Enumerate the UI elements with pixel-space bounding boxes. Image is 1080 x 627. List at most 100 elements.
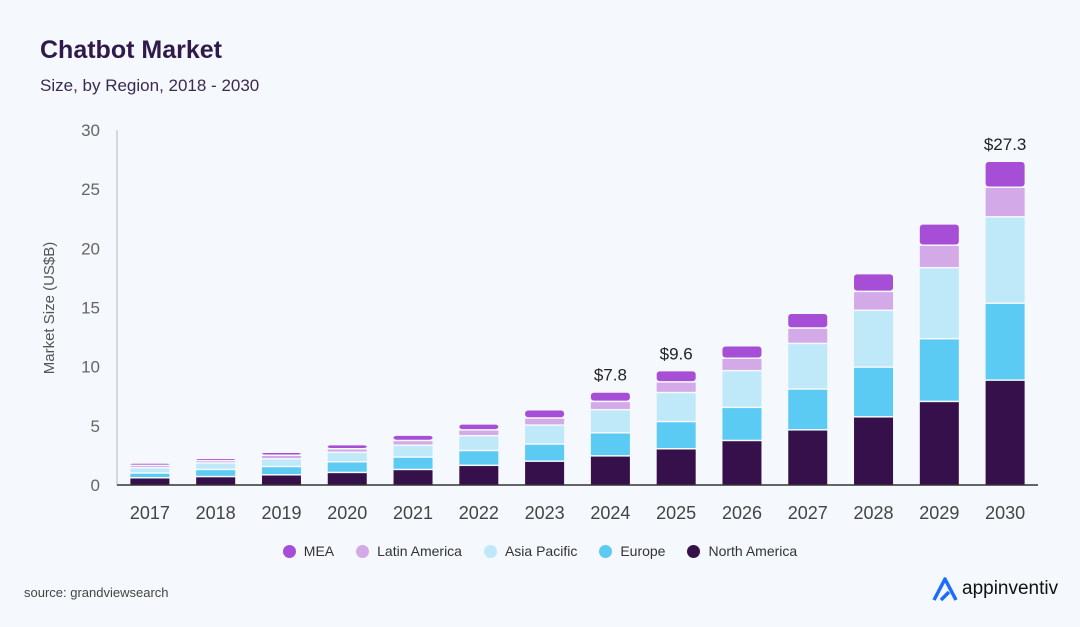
y-tick-label: 15 — [81, 299, 100, 318]
appinventiv-logo: appinventiv — [932, 577, 1058, 601]
bar-segment-mea — [130, 463, 170, 465]
y-tick-label: 10 — [81, 358, 100, 377]
bar-segment-asia-pacific — [196, 463, 236, 469]
legend-item: Asia Pacific — [483, 543, 577, 559]
chart-title: Chatbot Market — [40, 36, 222, 64]
legend-swatch — [599, 544, 613, 558]
bar-segment-asia-pacific — [393, 445, 433, 457]
data-label: $7.8 — [594, 366, 627, 385]
legend-label: Latin America — [377, 543, 462, 559]
bar-segment-asia-pacific — [590, 410, 630, 433]
source-text: source: grandviewsearch — [24, 585, 169, 600]
bar-segment-north-america — [261, 475, 301, 485]
bar-segment-mea — [261, 453, 301, 455]
bar-segment-latin-america — [130, 466, 170, 467]
x-tick-label: 2019 — [261, 503, 301, 523]
chart-subtitle: Size, by Region, 2018 - 2030 — [40, 76, 260, 95]
legend-label: MEA — [303, 543, 335, 559]
legend-label: North America — [708, 543, 798, 559]
bar-segment-europe — [656, 422, 696, 448]
bar-segment-mea — [788, 314, 828, 328]
y-tick-label: 25 — [81, 180, 100, 199]
data-label: $27.3 — [984, 135, 1027, 154]
bar-segment-europe — [590, 433, 630, 456]
bar-segment-latin-america — [722, 358, 762, 370]
bar-segment-asia-pacific — [525, 425, 565, 444]
bar-segment-europe — [854, 367, 894, 417]
bar-segment-north-america — [393, 470, 433, 485]
x-tick-label: 2018 — [196, 503, 236, 523]
bar-segment-europe — [525, 444, 565, 461]
bar-segment-europe — [919, 339, 959, 401]
bar-segment-latin-america — [788, 328, 828, 343]
y-axis-label: Market Size (US$B) — [41, 242, 58, 375]
legend-label: Europe — [620, 543, 666, 559]
bar-segment-europe — [722, 408, 762, 440]
bar-segment-north-america — [130, 478, 170, 485]
bar-segment-north-america — [327, 473, 367, 485]
logo-text: appinventiv — [962, 578, 1059, 599]
bar-segment-mea — [525, 410, 565, 418]
bar-segment-europe — [130, 473, 170, 477]
legend-swatch — [483, 544, 497, 558]
bar-segment-latin-america — [656, 382, 696, 392]
bar-segment-north-america — [722, 441, 762, 485]
x-tick-label: 2026 — [722, 503, 762, 523]
bar-segment-latin-america — [261, 456, 301, 459]
x-tick-label: 2023 — [525, 503, 565, 523]
bar-segment-north-america — [919, 402, 959, 485]
legend-item: North America — [687, 543, 797, 559]
bar-segment-mea — [722, 346, 762, 358]
bar-segment-mea — [985, 161, 1025, 187]
y-tick-label: 5 — [91, 417, 100, 436]
bar-segment-latin-america — [459, 430, 499, 435]
bar-segment-north-america — [854, 417, 894, 485]
bar-segment-europe — [261, 467, 301, 475]
legend-item: MEA — [282, 543, 335, 559]
bar-segment-asia-pacific — [788, 344, 828, 389]
bar-segment-mea — [919, 224, 959, 245]
bar-segment-asia-pacific — [261, 459, 301, 466]
x-tick-label: 2017 — [130, 503, 170, 523]
bar-segment-north-america — [985, 380, 1025, 485]
bar-segment-north-america — [525, 461, 565, 485]
bar-segment-north-america — [196, 477, 236, 485]
bar-segment-mea — [393, 435, 433, 440]
bar-segment-asia-pacific — [130, 468, 170, 473]
bar-segment-latin-america — [985, 187, 1025, 217]
bar-segment-asia-pacific — [985, 217, 1025, 303]
data-label: $9.6 — [660, 344, 693, 363]
y-tick-label: 30 — [81, 121, 100, 140]
bar-segment-latin-america — [590, 402, 630, 409]
bar-segment-north-america — [656, 449, 696, 485]
y-tick-label: 20 — [81, 239, 100, 258]
bar-segment-asia-pacific — [459, 436, 499, 450]
legend: MEA Latin America Asia Pacific Europe North … — [0, 543, 1080, 559]
bar-segment-latin-america — [854, 292, 894, 310]
x-tick-label: 2021 — [393, 503, 433, 523]
y-tick-label: 0 — [91, 476, 100, 495]
legend-item: Europe — [599, 543, 665, 559]
bar-segment-mea — [854, 274, 894, 291]
bar-segment-latin-america — [196, 461, 236, 463]
bar-segment-latin-america — [393, 441, 433, 445]
bar-segment-asia-pacific — [919, 268, 959, 338]
x-tick-label: 2020 — [327, 503, 367, 523]
x-tick-label: 2025 — [656, 503, 696, 523]
bar-segment-europe — [788, 389, 828, 430]
bar-segment-europe — [393, 457, 433, 469]
bar-segment-asia-pacific — [854, 311, 894, 367]
x-tick-label: 2030 — [985, 503, 1025, 523]
x-tick-label: 2024 — [590, 503, 630, 523]
legend-swatch — [356, 544, 370, 558]
bar-segment-latin-america — [327, 449, 367, 452]
bar-segment-europe — [459, 451, 499, 465]
x-tick-label: 2029 — [919, 503, 959, 523]
legend-swatch — [282, 544, 296, 558]
legend-swatch — [687, 544, 701, 558]
legend-item: Latin America — [356, 543, 462, 559]
bar-segment-mea — [590, 392, 630, 401]
bar-segment-asia-pacific — [722, 371, 762, 407]
